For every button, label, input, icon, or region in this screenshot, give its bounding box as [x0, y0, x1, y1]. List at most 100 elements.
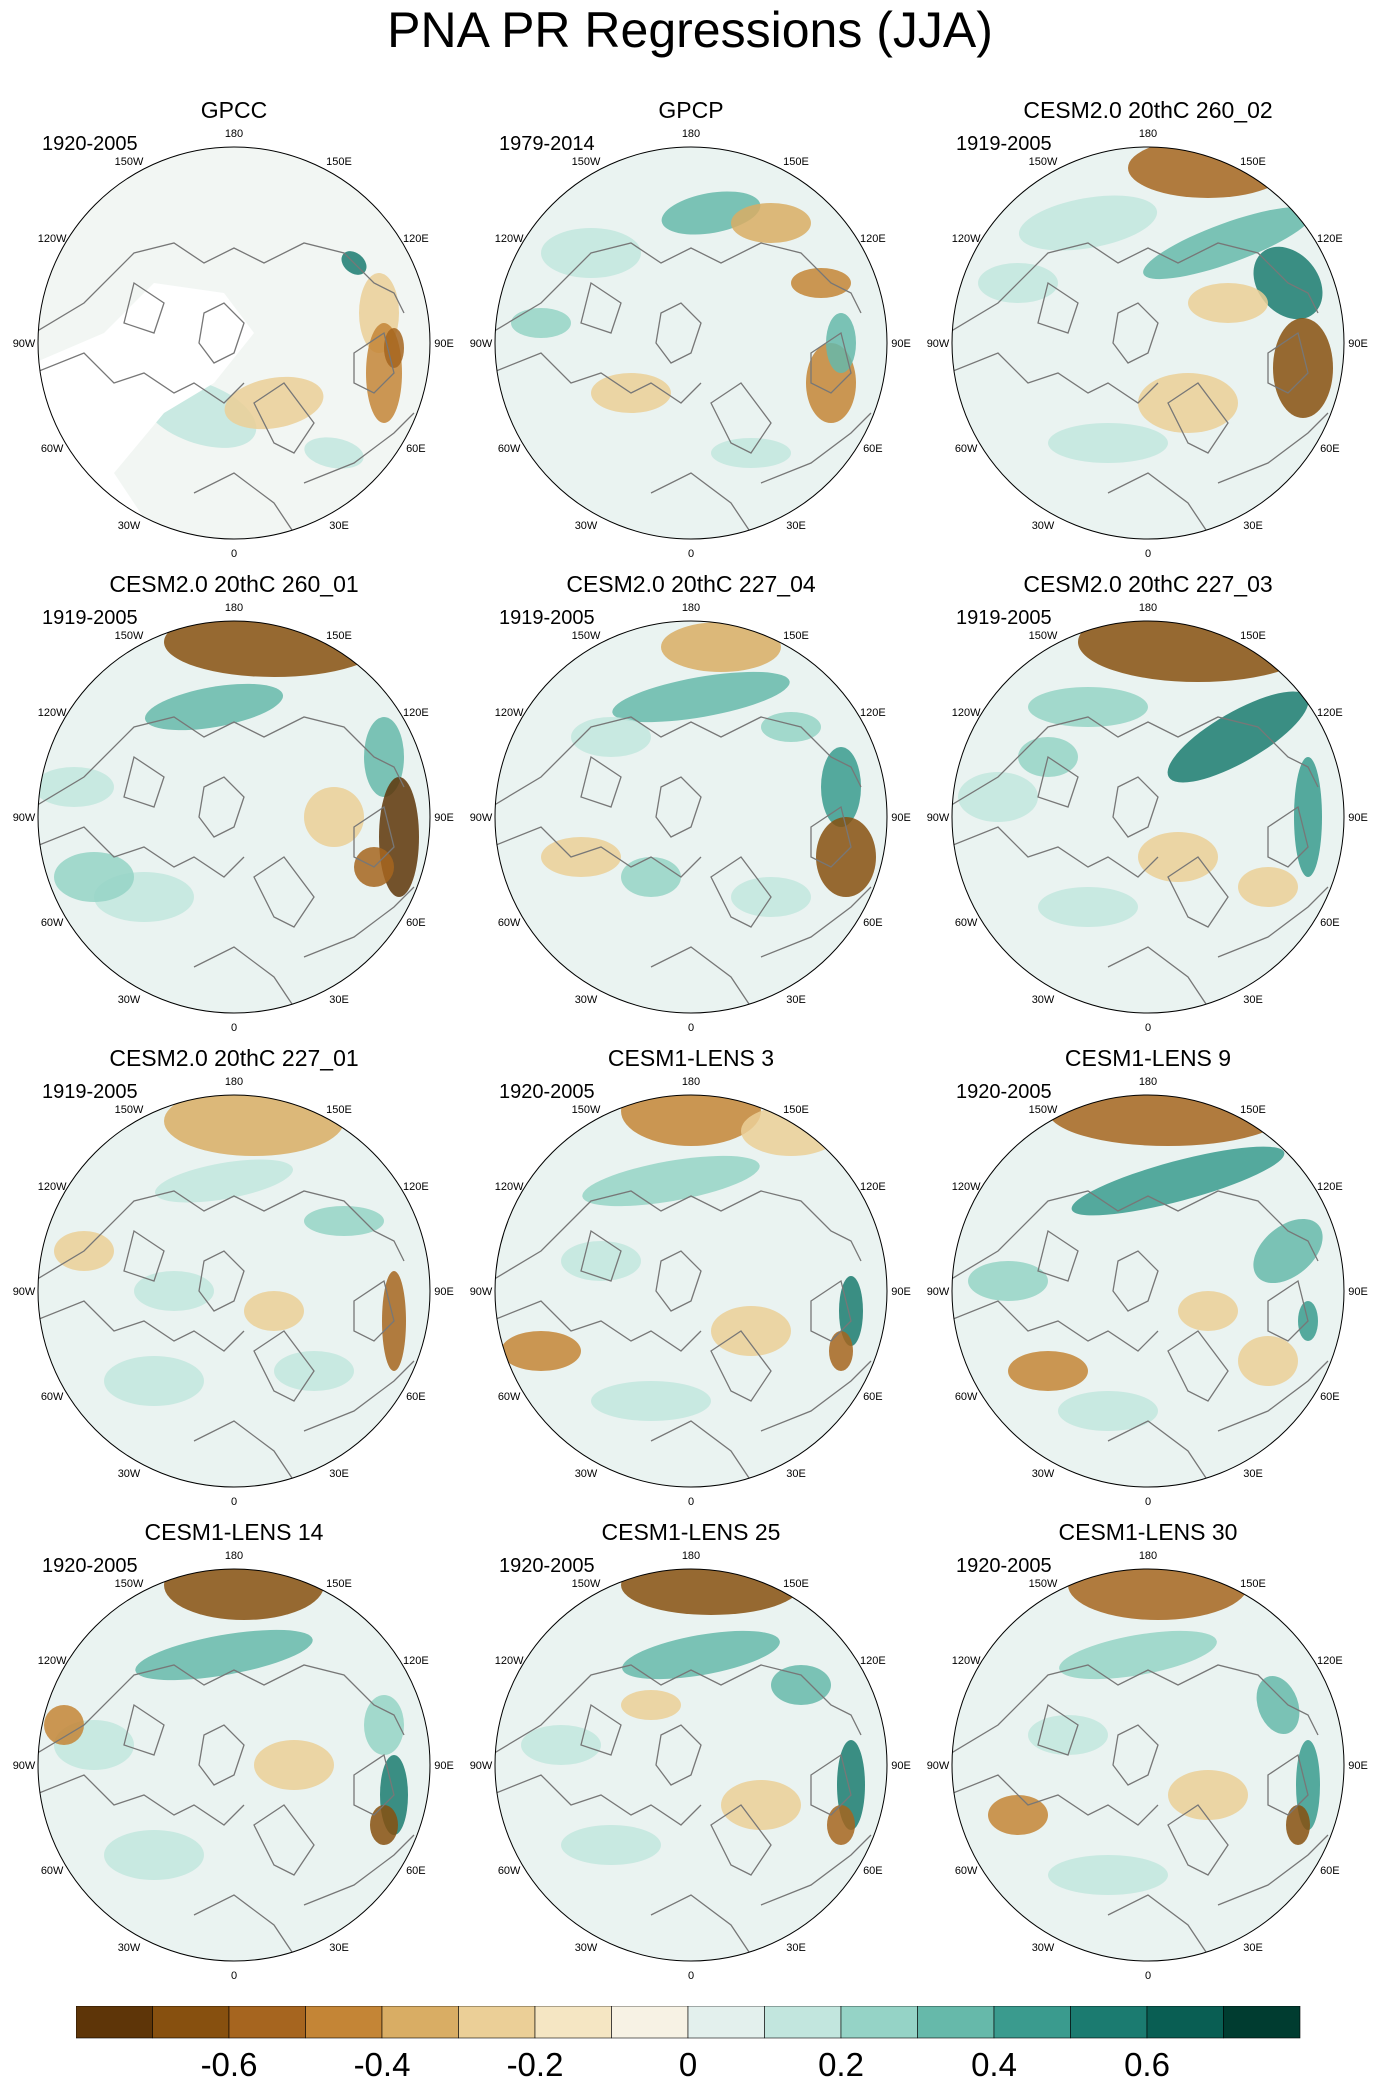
regression-anomaly: [621, 1690, 681, 1720]
regression-anomaly: [582, 1155, 760, 1207]
regression-anomaly: [821, 747, 861, 827]
longitude-label: 90W: [470, 812, 493, 824]
coastline: [580, 1229, 622, 1282]
longitude-label: 120W: [952, 1655, 981, 1667]
map-boundary: [951, 620, 1345, 1014]
regression-anomaly: [1018, 195, 1158, 251]
colorbar-swatch: [76, 2006, 153, 2039]
longitude-label: 30W: [118, 1942, 141, 1954]
regression-anomaly: [1058, 1391, 1158, 1431]
colorbar-swatch: [381, 2006, 459, 2039]
colorbar-swatch: [917, 2006, 995, 2039]
longitude-label: 30E: [786, 1942, 806, 1954]
panel-title: CESM1-LENS 3: [607, 1045, 775, 1071]
coastline: [650, 946, 752, 1008]
regression-anomaly: [761, 712, 821, 742]
coastline: [1267, 331, 1309, 394]
longitude-label: 120W: [495, 1655, 524, 1667]
coastline: [495, 1774, 702, 1826]
longitude-label: 90W: [13, 338, 36, 350]
longitude-label: 150E: [783, 630, 809, 642]
regression-anomaly: [661, 622, 781, 672]
panel-title: CESM1-LENS 25: [601, 1519, 781, 1545]
colorbar-label: 0.4: [971, 2046, 1017, 2082]
map-panel: 180 150E 120E 90E 60E 30E 0 30W 60W 90W 120W 150W CE…: [918, 96, 1378, 570]
coastline: [760, 886, 872, 958]
longitude-label: 30W: [575, 1468, 598, 1480]
longitude-label: 150W: [115, 156, 144, 168]
coastline: [303, 886, 415, 958]
map-boundary: [494, 620, 888, 1014]
coastline: [1112, 1724, 1159, 1786]
regression-anomaly: [988, 1795, 1048, 1835]
coastline: [1267, 1753, 1309, 1816]
colorbar-label: 0.6: [1124, 2046, 1170, 2082]
coastline: [1107, 1894, 1209, 1956]
longitude-label: 60E: [1320, 917, 1340, 929]
longitude-label: 30E: [1243, 1468, 1263, 1480]
longitude-label: 90W: [927, 812, 950, 824]
colorbar-swatch: [1223, 2006, 1301, 2039]
regression-anomaly: [384, 328, 404, 368]
panel-period: 1920-2005: [956, 1555, 1052, 1577]
coastline: [253, 382, 315, 454]
regression-anomaly: [1188, 283, 1268, 323]
polar-map: 180 150E 120E 90E 60E 30E 0 30W 60W 90W 120W 150W: [470, 1550, 911, 1982]
colorbar-swatch: [228, 2006, 306, 2039]
coastline: [1112, 1250, 1159, 1312]
longitude-label: 30E: [786, 1468, 806, 1480]
map-boundary: [951, 1094, 1345, 1488]
panel-title: CESM1-LENS 14: [144, 1519, 324, 1545]
longitude-label: 90W: [470, 1286, 493, 1298]
panel-period: 1920-2005: [499, 1555, 595, 1577]
coastline: [810, 1279, 852, 1342]
coastline: [123, 1229, 165, 1282]
coastline: [810, 1753, 852, 1816]
longitude-label: 60W: [41, 917, 64, 929]
longitude-label: 60W: [41, 1391, 64, 1403]
regression-anomaly: [1253, 1218, 1323, 1284]
colorbar-label: 0.2: [818, 2046, 864, 2082]
regression-anomaly: [364, 1695, 404, 1755]
coastline: [193, 1894, 295, 1956]
longitude-label: 60E: [1320, 443, 1340, 455]
coastline: [952, 826, 1159, 878]
longitude-label: 90E: [891, 812, 911, 824]
longitude-label: 150W: [115, 1578, 144, 1590]
longitude-label: 30E: [329, 994, 349, 1006]
regression-anomaly: [254, 1740, 334, 1790]
panel-period: 1920-2005: [42, 133, 138, 155]
coastline: [650, 472, 752, 534]
coastline: [353, 1753, 395, 1816]
longitude-label: 180: [225, 1076, 243, 1088]
colorbar-swatch: [611, 2006, 689, 2039]
coastline: [123, 755, 165, 808]
colorbar-label: -0.2: [507, 2046, 564, 2082]
longitude-label: 30E: [786, 994, 806, 1006]
coastline: [303, 1360, 415, 1432]
longitude-label: 60E: [863, 443, 883, 455]
panel-title: CESM1-LENS 9: [1064, 1045, 1232, 1071]
regression-anomaly: [1028, 687, 1148, 727]
longitude-label: 150E: [1240, 156, 1266, 168]
longitude-label: 60E: [863, 917, 883, 929]
regression-anomaly: [1078, 621, 1318, 682]
coastline: [760, 1360, 872, 1432]
longitude-label: 60W: [955, 1865, 978, 1877]
longitude-label: 90E: [891, 1286, 911, 1298]
regression-anomaly: [816, 817, 876, 897]
coastline: [38, 352, 245, 404]
coastline: [1037, 755, 1079, 808]
regression-anomaly: [521, 1725, 601, 1765]
regression-anomaly: [968, 1261, 1048, 1301]
regression-anomaly: [104, 1356, 204, 1406]
coastline: [38, 1190, 405, 1282]
longitude-label: 150W: [572, 1104, 601, 1116]
longitude-label: 90W: [13, 1286, 36, 1298]
longitude-label: 180: [682, 1550, 700, 1562]
polar-map: 180 150E 120E 90E 60E 30E 0 30W 60W 90W 120W 150W: [13, 1076, 454, 1508]
coastline: [193, 946, 295, 1008]
coastline: [38, 1664, 405, 1756]
longitude-label: 120E: [1317, 1655, 1343, 1667]
coastline: [353, 805, 395, 868]
